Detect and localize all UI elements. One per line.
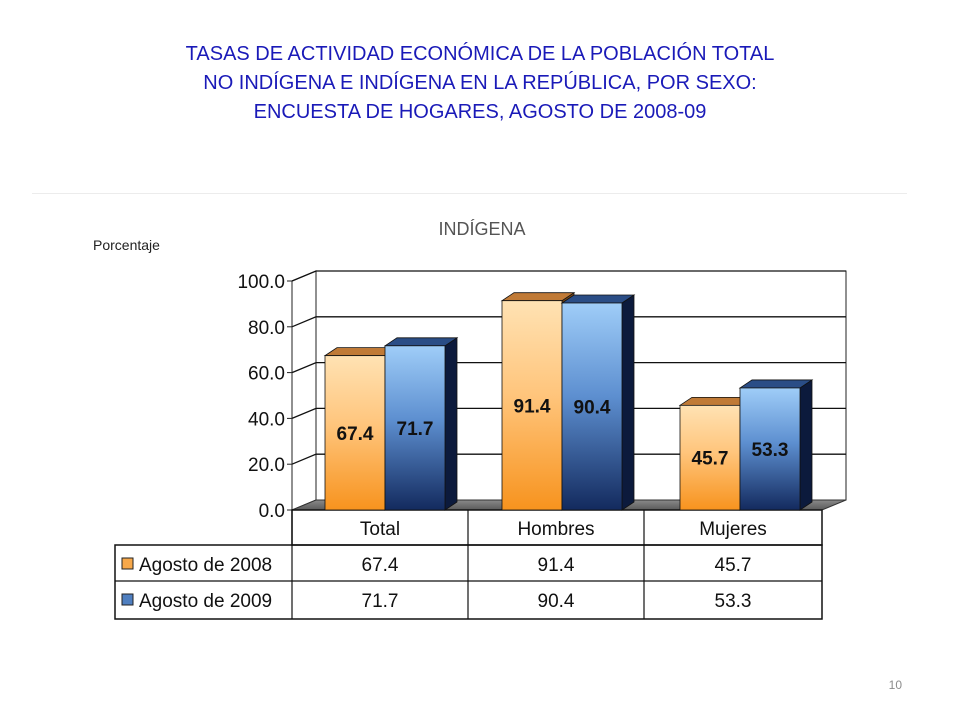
- y-tick-label: 60.0: [248, 364, 285, 385]
- data-label: 45.7: [692, 449, 729, 470]
- table-cell: 53.3: [715, 591, 752, 612]
- legend-label: Agosto de 2009: [139, 591, 272, 612]
- bar-top: [738, 379, 814, 389]
- gridline: [291, 270, 846, 282]
- table-cell: 45.7: [715, 555, 752, 576]
- y-tick-label: 40.0: [248, 409, 285, 430]
- legend-swatch: [121, 593, 134, 606]
- bar: [384, 345, 446, 511]
- data-label: 67.4: [337, 424, 374, 445]
- title-line-3: ENCUESTA DE HOGARES, AGOSTO DE 2008-09: [253, 101, 707, 123]
- chart-side-wall: [291, 270, 317, 511]
- gridline: [291, 407, 846, 419]
- gridline: [291, 453, 846, 465]
- y-tick-label: 20.0: [248, 455, 285, 476]
- chart-title: INDÍGENA: [438, 219, 525, 239]
- bar-top: [560, 294, 636, 304]
- bar: [739, 387, 801, 511]
- y-tick-label: 0.0: [259, 501, 285, 522]
- bar-top: [383, 337, 459, 347]
- bar: [561, 302, 623, 511]
- table-cell: 91.4: [538, 555, 575, 576]
- bar-side: [799, 379, 813, 511]
- bar-side: [621, 294, 635, 511]
- table-cell: 67.4: [362, 555, 399, 576]
- data-label: 53.3: [752, 440, 789, 461]
- x-tick-label: Hombres: [517, 519, 594, 540]
- gridline: [291, 316, 846, 328]
- page-number: 10: [888, 678, 902, 692]
- table-cell: 71.7: [362, 591, 399, 612]
- legend-swatch: [121, 557, 134, 570]
- title-line-1: TASAS DE ACTIVIDAD ECONÓMICA DE LA POBLA…: [185, 43, 775, 65]
- gridline: [291, 361, 846, 374]
- divider: [32, 193, 907, 194]
- y-tick-label: 100.0: [237, 272, 285, 293]
- data-label: 91.4: [514, 396, 551, 417]
- table-cell: 90.4: [538, 591, 575, 612]
- legend-label: Agosto de 2008: [139, 555, 272, 576]
- title-line-2: NO INDÍGENA E INDÍGENA EN LA REPÚBLICA, …: [203, 72, 757, 94]
- y-axis-title: Porcentaje: [93, 237, 160, 253]
- bar-side: [444, 337, 458, 511]
- x-tick-label: Mujeres: [699, 519, 767, 540]
- x-tick-label: Total: [360, 519, 400, 540]
- slide-title: TASAS DE ACTIVIDAD ECONÓMICA DE LA POBLA…: [0, 40, 960, 127]
- bar-top: [500, 292, 576, 302]
- data-label: 71.7: [397, 419, 434, 440]
- bar: [679, 404, 741, 511]
- y-tick-label: 80.0: [248, 318, 285, 339]
- data-label: 90.4: [574, 397, 611, 418]
- bar: [324, 355, 386, 511]
